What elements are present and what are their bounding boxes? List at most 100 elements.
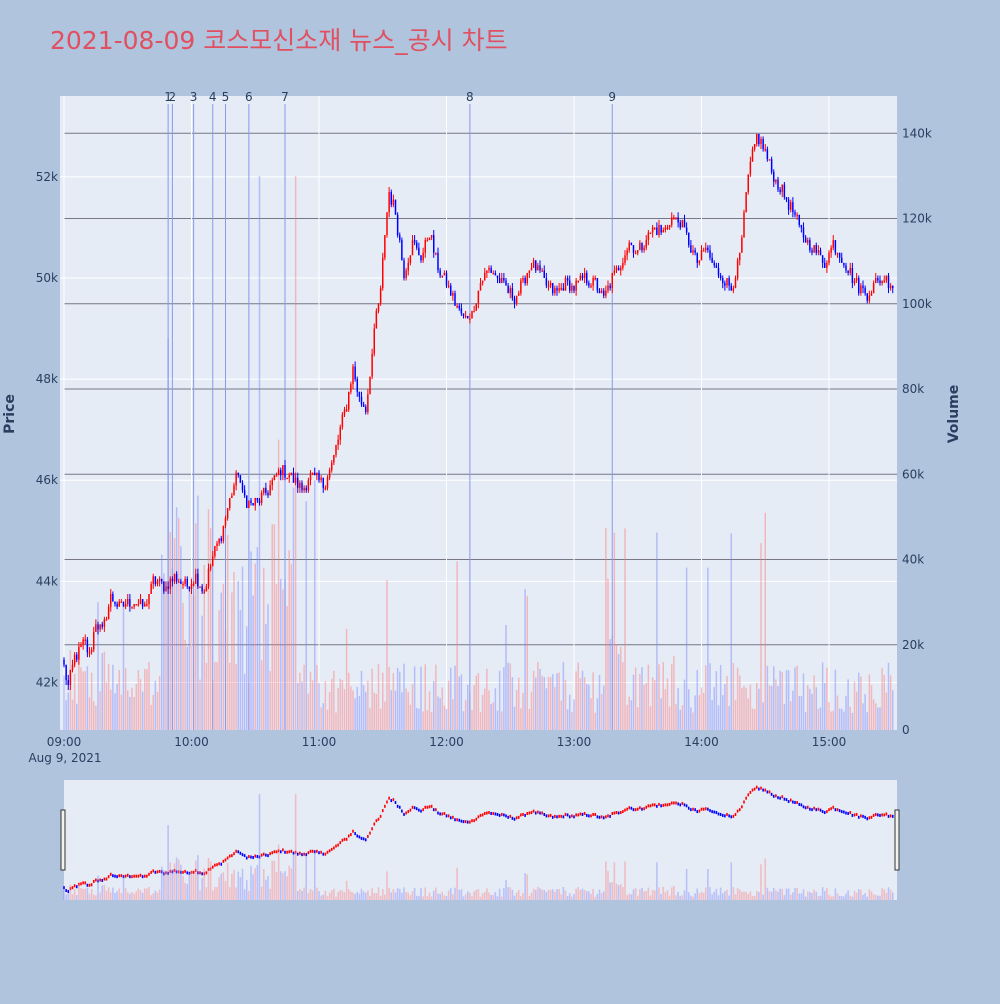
volume-bar (804, 711, 807, 730)
slider-candle (571, 814, 573, 818)
volume-bar (207, 509, 210, 730)
slider-candle (483, 811, 486, 815)
volume-bar (241, 566, 244, 730)
volume-bar (339, 678, 341, 730)
slider-candle (313, 850, 316, 854)
slider-candle (133, 874, 135, 878)
volume-bar (95, 705, 97, 730)
volume-bar (579, 678, 582, 730)
slider-volume-bar (339, 890, 342, 900)
candle-body (165, 586, 167, 592)
slider-volume-bar (320, 895, 322, 900)
slider-volume-bar (84, 888, 87, 900)
candle-body (331, 462, 333, 471)
slider-candle (109, 872, 112, 876)
volume-bar (588, 684, 590, 730)
volume-bar (260, 660, 263, 730)
slider-candle (405, 811, 407, 815)
news-marker-label: 9 (608, 90, 616, 104)
slider-volume-bar (182, 875, 184, 900)
candle-body (794, 212, 796, 215)
slider-candle (235, 849, 237, 853)
volume-bar (235, 664, 237, 730)
slider-volume-bar (675, 895, 677, 900)
slider-volume-bar (316, 887, 318, 900)
slider-candle (696, 810, 699, 814)
candle-body (617, 267, 620, 271)
volume-bar (197, 495, 199, 730)
candle-body (186, 578, 188, 587)
slider-candle (562, 815, 565, 819)
range-slider-handle-left[interactable] (60, 809, 66, 871)
candle-body (447, 285, 450, 288)
volume-bar (571, 712, 573, 730)
volume-bar (747, 698, 749, 730)
volume-bar (163, 573, 165, 730)
slider-candle (541, 811, 543, 815)
slider-volume-bar (600, 893, 603, 900)
candle-body (503, 278, 505, 281)
slider-volume-bar (632, 889, 635, 900)
slider-volume-bar (220, 873, 223, 900)
volume-bar (82, 671, 84, 730)
slider-volume-bar (481, 893, 484, 900)
slider-candle (120, 874, 123, 878)
candle-body (73, 654, 76, 665)
volume-tick-label: 80k (902, 382, 924, 396)
slider-volume-bar (677, 892, 679, 900)
candle-body (475, 303, 477, 311)
news-marker-label: 5 (222, 90, 230, 104)
gridlines (60, 96, 897, 730)
candle-body (862, 285, 864, 289)
slider-candle (290, 849, 293, 853)
volume-bar (605, 527, 607, 730)
slider-candle (860, 814, 862, 818)
slider-volume-bar (254, 868, 257, 900)
volume-bar (484, 688, 486, 730)
slider-volume-bar (411, 891, 414, 900)
slider-volume-bar (435, 887, 437, 900)
candle-body (178, 581, 180, 583)
volume-bar (768, 685, 771, 730)
candle-body (254, 497, 256, 506)
slider-candle (515, 816, 518, 820)
slider-volume-bar (885, 892, 888, 900)
volume-bar (666, 678, 669, 730)
slider-volume-bar (226, 862, 229, 900)
slider-volume-bar (73, 889, 76, 900)
range-slider-handle-right[interactable] (894, 809, 900, 871)
volume-bar (860, 676, 862, 730)
candle-body (63, 659, 65, 665)
slider-candle (471, 819, 473, 823)
slider-candle (821, 810, 824, 814)
candle-body (566, 278, 569, 281)
range-slider[interactable] (64, 780, 897, 900)
slider-candle (384, 804, 386, 808)
slider-volume-bar (662, 887, 665, 900)
slider-volume-bar (326, 896, 329, 900)
volume-bar (267, 604, 269, 730)
slider-candle (333, 846, 335, 850)
candle-body (411, 240, 414, 256)
slider-candle (129, 875, 131, 879)
slider-candle (207, 867, 210, 871)
slider-candle (445, 814, 448, 818)
slider-volume-bar (554, 891, 556, 900)
slider-volume-bar (532, 888, 535, 900)
candle-body (101, 624, 103, 627)
slider-candle (114, 874, 116, 878)
candle-body (201, 586, 203, 592)
news-markers: 12 3 4 5 6 7 8 9 (164, 90, 616, 730)
slider-candle (379, 814, 382, 818)
slider-volume-bar (175, 857, 178, 900)
candle-body (841, 257, 843, 263)
slider-volume-bar (571, 896, 573, 900)
volume-bar (205, 662, 208, 730)
slider-volume-bar (65, 894, 67, 900)
slider-candle (879, 813, 881, 817)
candle-body (205, 586, 208, 592)
slider-volume-bar (528, 895, 531, 900)
slider-candle (103, 877, 106, 881)
candle-body (554, 288, 556, 294)
slider-candle (337, 843, 339, 847)
